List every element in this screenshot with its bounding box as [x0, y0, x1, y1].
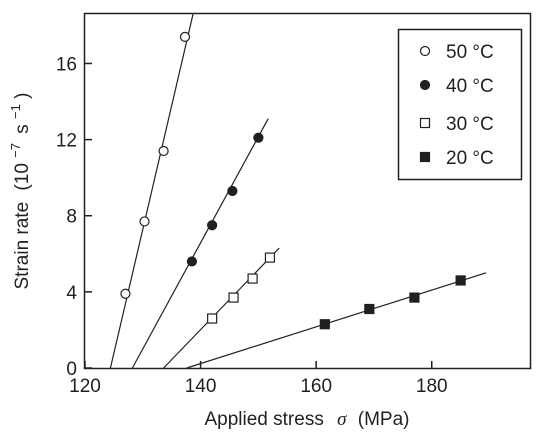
x-axis-title: Applied stress σ (MPa) — [204, 409, 409, 430]
fit-line — [186, 272, 487, 369]
data-point — [158, 145, 169, 157]
y-tick-label: 16 — [56, 54, 77, 75]
fit-line — [109, 13, 194, 369]
legend-marker — [419, 45, 431, 57]
x-tick-label: 160 — [300, 376, 332, 397]
data-point — [228, 292, 239, 303]
data-point — [227, 185, 238, 197]
x-tick-label: 120 — [69, 376, 101, 397]
legend-box — [397, 28, 523, 181]
y-tick-label: 8 — [66, 207, 77, 228]
y-tick-label: 0 — [66, 359, 77, 380]
legend: 50 °C 40 °C 30 °C 20 °C — [397, 28, 523, 181]
legend-marker — [419, 151, 431, 163]
fit-line — [163, 247, 280, 369]
y-axis-unit-exp1: −7 — [8, 143, 23, 158]
legend-label: 30 °C — [446, 114, 494, 135]
data-point — [247, 273, 258, 284]
data-point — [364, 303, 375, 315]
legend-label: 20 °C — [446, 148, 494, 169]
data-point — [139, 216, 150, 227]
fit-lines — [109, 13, 487, 369]
x-axis-label: Applied stress — [204, 409, 323, 430]
legend-marker — [419, 117, 431, 129]
fit-line — [131, 118, 269, 369]
y-axis-label: Strain rate — [12, 202, 33, 290]
data-point — [319, 319, 330, 330]
data-markers — [120, 31, 466, 330]
y-tick-label: 4 — [66, 283, 77, 304]
data-point — [179, 31, 191, 42]
data-point — [264, 252, 276, 263]
data-point — [455, 275, 466, 286]
data-point — [253, 132, 264, 143]
legend-label: 50 °C — [446, 42, 494, 63]
data-point — [409, 292, 420, 303]
data-point — [186, 256, 198, 267]
data-point — [120, 288, 131, 299]
y-axis-unit-exp2: −1 — [8, 104, 23, 119]
x-axis-symbol: σ — [337, 409, 347, 430]
y-axis-unit-s: s — [12, 124, 33, 134]
x-tick-label: 180 — [416, 376, 448, 397]
y-axis-title: Strain rate (10 −7 s −1 ) — [4, 92, 33, 289]
data-point — [207, 313, 218, 324]
legend-label: 40 °C — [446, 76, 494, 97]
data-point — [207, 220, 218, 231]
legend-marker — [419, 79, 431, 91]
axis-ticks: 120 140 160 180 0 4 8 12 16 — [56, 54, 448, 397]
x-tick-label: 140 — [185, 376, 217, 397]
y-tick-label: 12 — [56, 131, 77, 152]
legend-items: 50 °C 40 °C 30 °C 20 °C — [419, 42, 494, 169]
y-axis-unit-base: 10 — [12, 163, 33, 184]
plot-frame — [83, 12, 532, 370]
x-axis-unit: (MPa) — [358, 409, 410, 430]
